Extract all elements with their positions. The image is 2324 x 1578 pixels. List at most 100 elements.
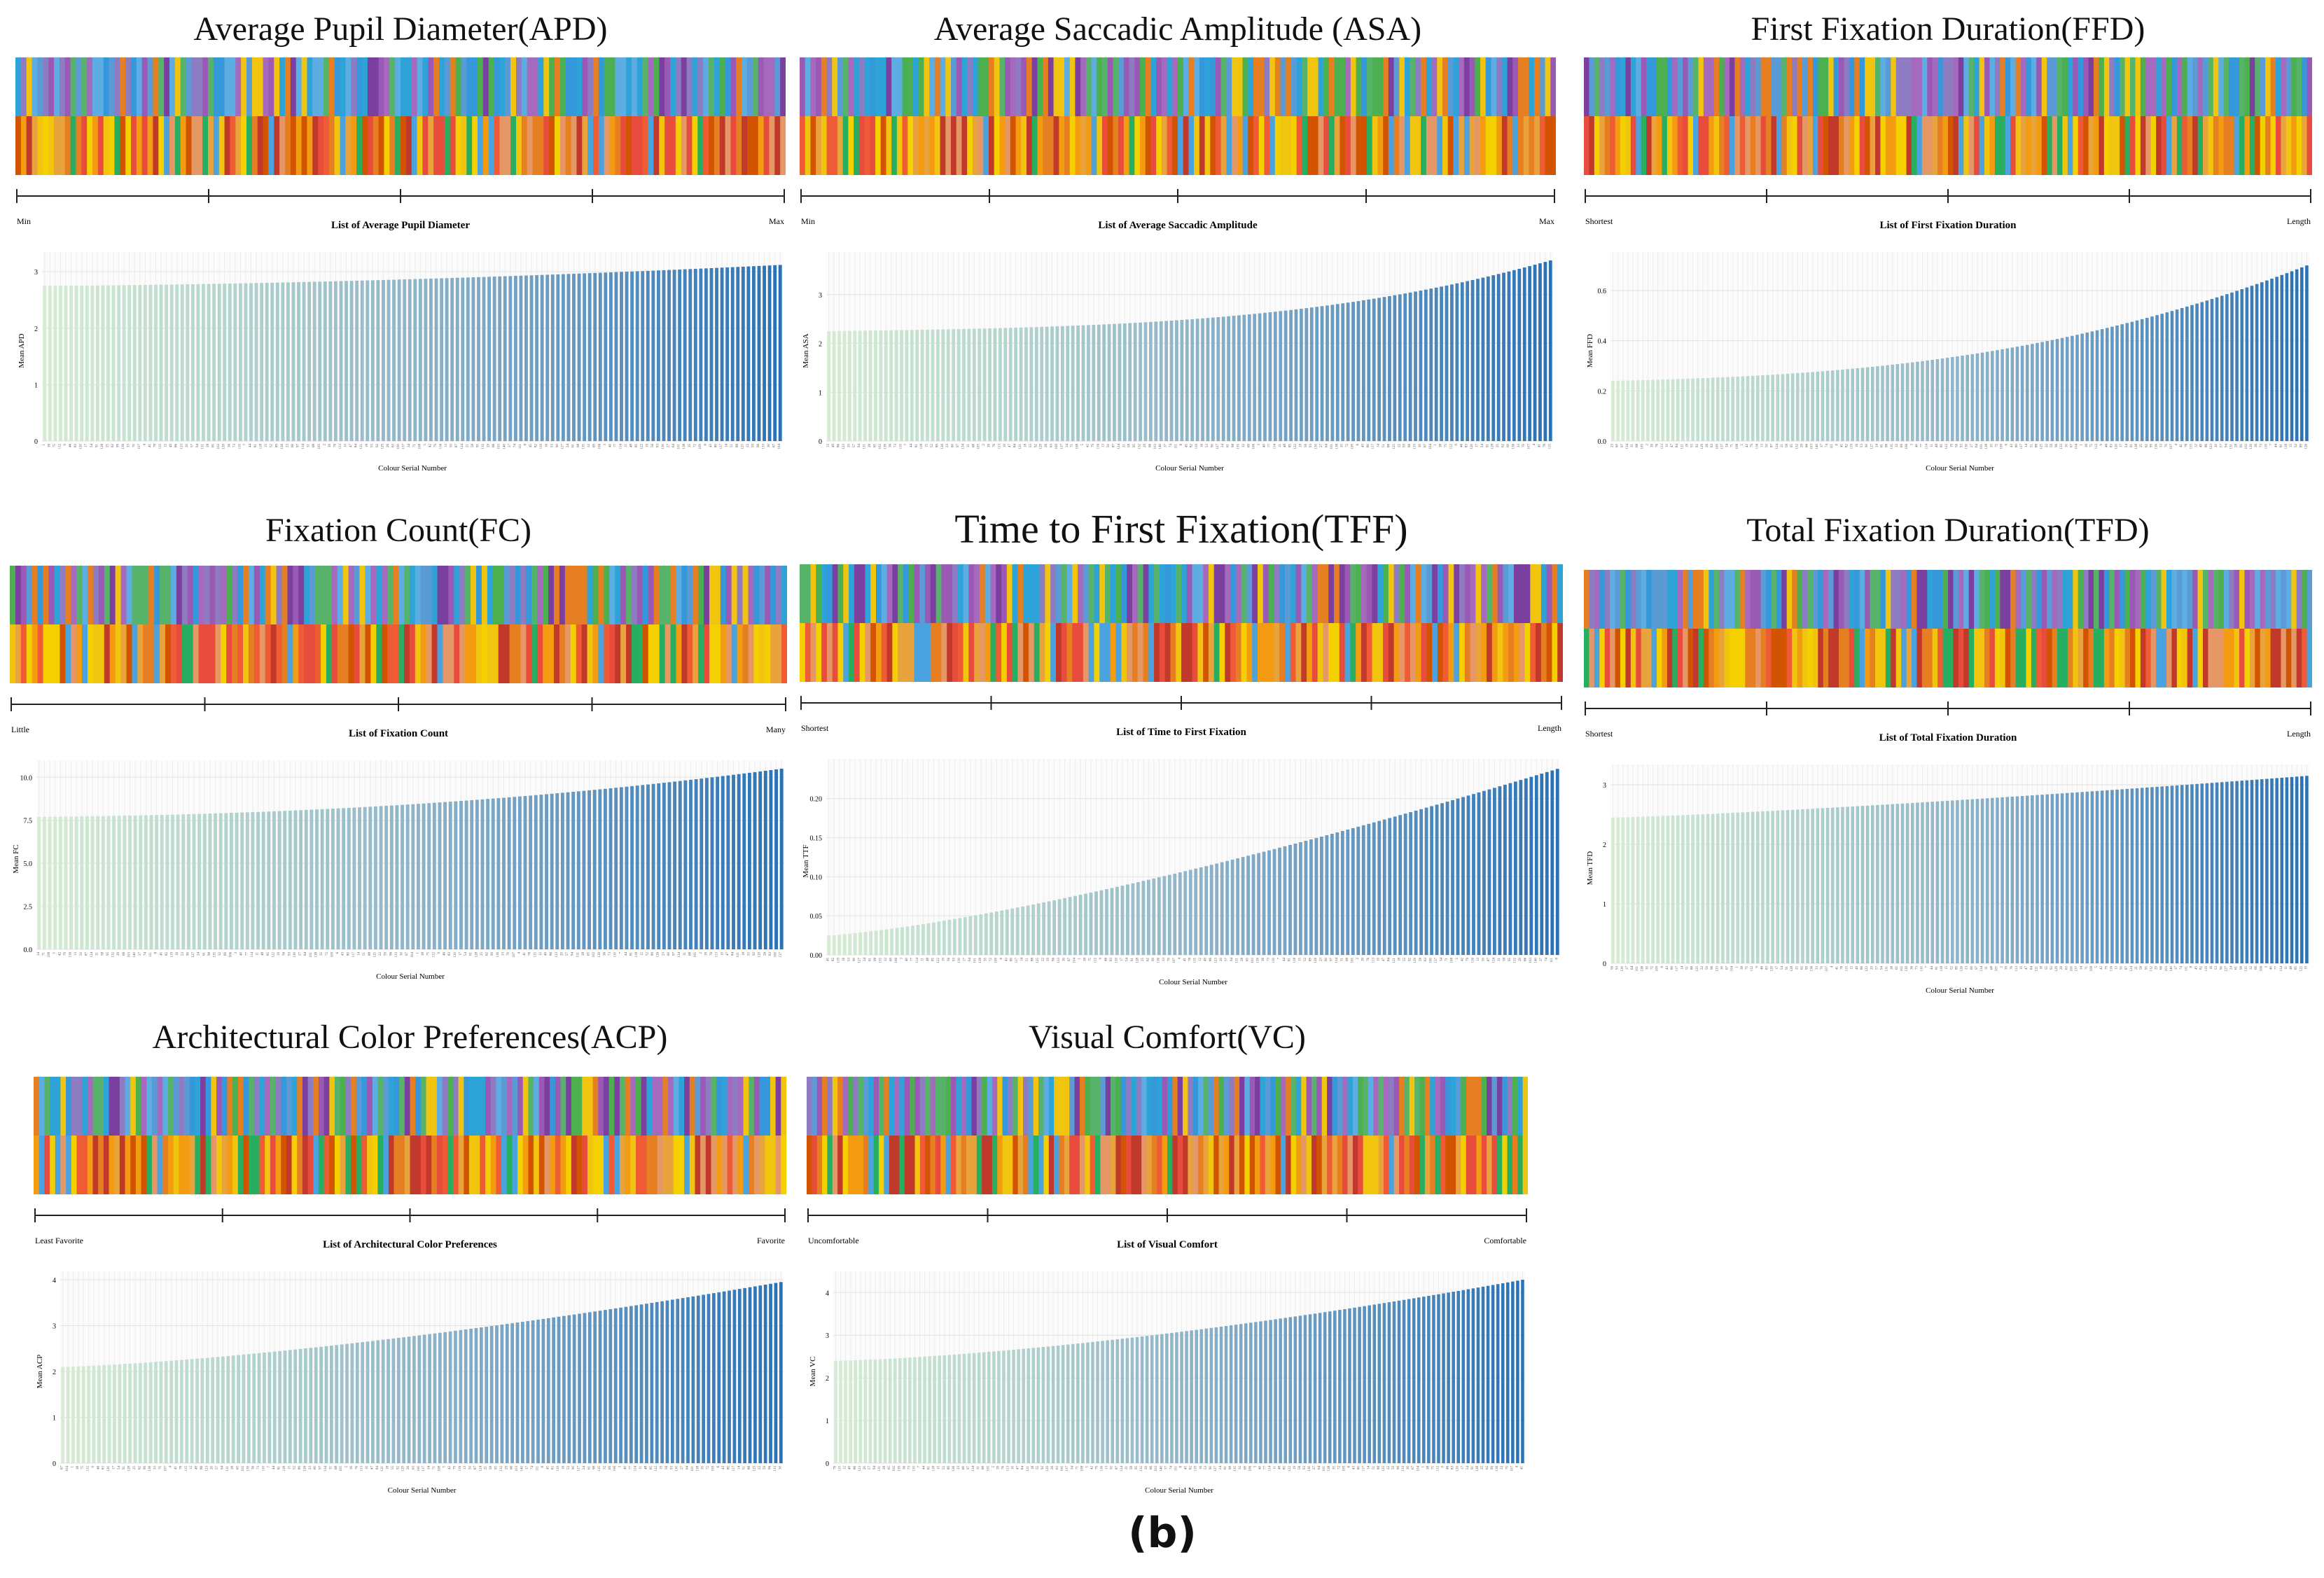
y-tick-label: 0.0 (24, 947, 33, 954)
colour-swatch-bottom (753, 1136, 760, 1194)
bar (2001, 797, 2004, 963)
colour-swatch-bottom (1662, 116, 1668, 175)
x-tick-label: 76 (1656, 444, 1659, 448)
x-tick-label: 11 (2285, 966, 2288, 970)
colour-swatch-bottom (198, 624, 205, 683)
colour-swatch-bottom (1186, 623, 1193, 682)
bar (1895, 364, 1900, 441)
colour-swatch-bottom (752, 116, 759, 175)
colour-swatch-bottom (1667, 629, 1673, 687)
colour-swatch-bottom (2306, 629, 2312, 687)
colour-swatch-bottom (1005, 116, 1011, 175)
colour-swatch-top (2062, 570, 2068, 629)
bar (662, 783, 666, 949)
bar (905, 926, 910, 955)
colour-swatch-top (2145, 570, 2152, 629)
bar (1221, 316, 1225, 441)
bar (1031, 904, 1036, 955)
colour-swatch-bottom (963, 623, 969, 682)
x-tick-label: 59 (751, 444, 755, 448)
colour-swatch-bottom (598, 624, 604, 683)
bar (491, 798, 495, 949)
bar (550, 274, 555, 441)
x-tick-label: 77 (1921, 444, 1924, 448)
colour-swatch-bottom (648, 624, 655, 683)
x-tick-label: 72 (326, 952, 329, 956)
x-tick-label: 32 (218, 952, 222, 956)
colour-swatch-top (431, 566, 438, 624)
x-tick-label: 60 (1616, 444, 1620, 448)
colour-swatch-bottom (662, 1136, 669, 1194)
colour-swatch-bottom (301, 116, 308, 175)
x-tick-label: 39 (350, 1466, 354, 1470)
colour-swatch-bottom (401, 116, 407, 175)
colour-swatch-top (642, 57, 649, 116)
x-tick-label: 70 (159, 1466, 162, 1470)
bar (1063, 898, 1066, 955)
bar (517, 796, 522, 949)
bar (251, 812, 255, 949)
colour-swatch-top (870, 564, 877, 623)
colour-swatch-bottom (281, 1136, 287, 1194)
x-tick-label: 2 (700, 952, 703, 954)
x-tick-label: 134 (1335, 958, 1339, 963)
colour-swatch-top (345, 1077, 352, 1136)
colour-swatch-top (1615, 57, 1621, 116)
colour-swatch-top (226, 566, 232, 624)
bar (1230, 859, 1234, 955)
colour-swatch-top (1974, 570, 1980, 629)
x-tick-label: 63 (1711, 444, 1714, 448)
x-tick-label: 41 (1538, 444, 1541, 448)
colour-swatch-top (153, 57, 159, 116)
x-tick-label: 93 (656, 444, 660, 448)
colour-swatch-bottom (1248, 116, 1254, 175)
colour-swatch-top (1235, 564, 1242, 623)
colour-swatch-bottom (1021, 116, 1027, 175)
colour-swatch-top (1453, 57, 1459, 116)
colour-swatch-bottom (1968, 629, 1975, 687)
x-tick-label: 117 (352, 952, 356, 958)
colour-swatch-bottom (313, 1136, 319, 1194)
x-tick-label: 66 (1148, 444, 1152, 448)
x-tick-label: 24 (2230, 966, 2234, 970)
colour-swatch-bottom (979, 623, 986, 682)
colour-swatch-top (285, 57, 291, 116)
colour-swatch-bottom (1459, 623, 1466, 682)
colour-swatch-bottom (1895, 629, 1902, 687)
colour-swatch-bottom (1849, 116, 1855, 175)
bar (1671, 379, 1675, 441)
colour-swatch-bottom (736, 116, 742, 175)
colour-swatch-top (659, 57, 665, 116)
colour-swatch-bottom (615, 624, 621, 683)
x-tick-label: 117 (1015, 958, 1019, 963)
colour-swatch-top (2291, 57, 2297, 116)
colour-swatch-top (587, 1077, 594, 1136)
bar (43, 816, 46, 949)
colour-swatch-top (1344, 564, 1351, 623)
bar (693, 268, 697, 441)
colour-swatch-bottom (566, 1136, 572, 1194)
x-tick-label: 78 (1543, 444, 1547, 448)
x-tick-label: 113 (1661, 444, 1664, 449)
colour-swatch-bottom (1891, 629, 1897, 687)
colour-swatch-bottom (832, 116, 838, 175)
x-tick-label: 25 (106, 444, 109, 448)
colour-swatch-bottom (2114, 629, 2120, 687)
colour-swatch-top (1181, 564, 1188, 623)
colour-swatch-top (426, 1077, 432, 1136)
colour-swatch-top (903, 564, 910, 623)
x-tick-label: 96 (1052, 958, 1056, 962)
colour-swatch-top (832, 564, 839, 623)
colour-swatch-bottom (1339, 623, 1346, 682)
x-tick-label: 124 (479, 1466, 482, 1472)
colour-swatch-top (571, 57, 578, 116)
x-tick-label: 81 (254, 444, 258, 448)
colour-swatch-top (2182, 570, 2188, 629)
bar (1201, 318, 1204, 441)
x-tick-label: 58 (2140, 966, 2143, 970)
bar (175, 284, 179, 441)
colour-swatch-top (1080, 57, 1087, 116)
x-tick-label: 53 (848, 958, 851, 962)
